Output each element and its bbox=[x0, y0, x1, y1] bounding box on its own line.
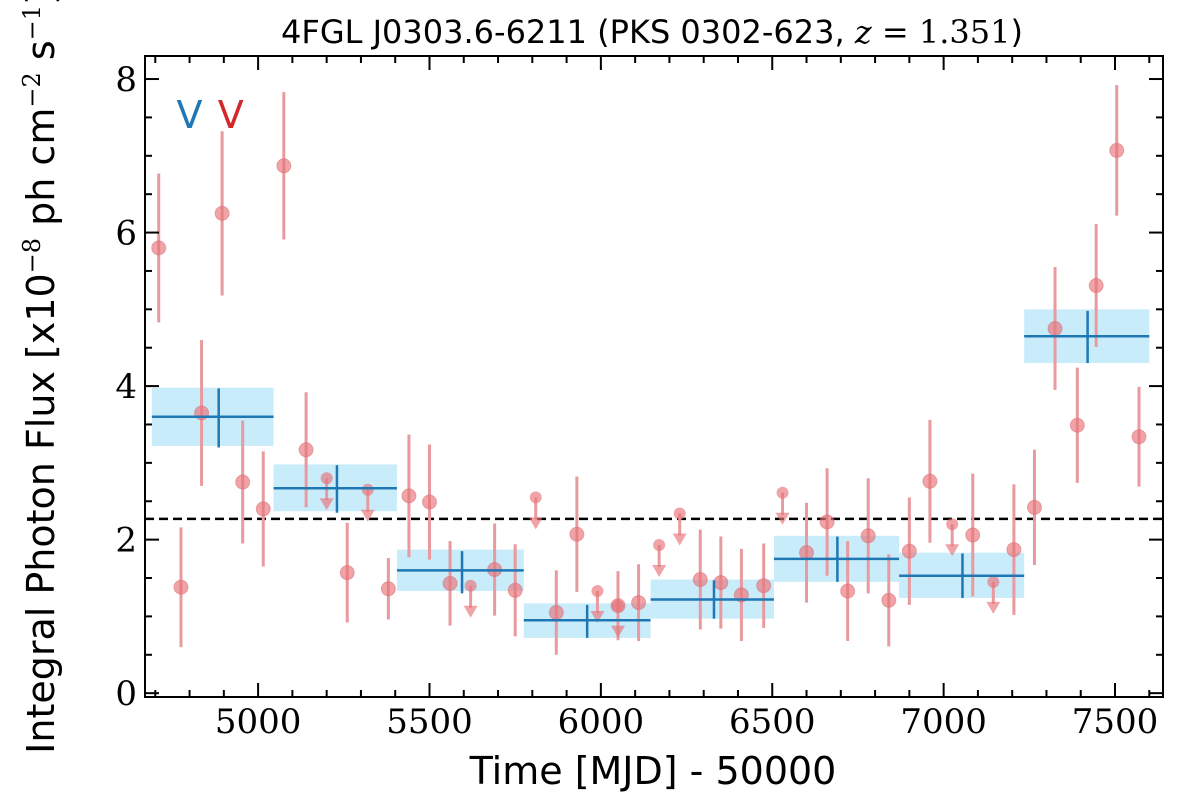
y-tick-label: 8 bbox=[115, 60, 137, 100]
monthly-point bbox=[380, 581, 396, 597]
monthly-point bbox=[1047, 321, 1063, 337]
x-tick-label: 7000 bbox=[900, 702, 987, 742]
upper-limit-point bbox=[591, 585, 604, 598]
monthly-point bbox=[756, 578, 772, 594]
monthly-point bbox=[1088, 278, 1104, 294]
monthly-point bbox=[713, 575, 729, 591]
monthly-point bbox=[881, 592, 897, 608]
upper-limit-point bbox=[987, 575, 1000, 588]
monthly-point bbox=[1109, 142, 1125, 158]
upper-limit-point bbox=[529, 491, 542, 504]
monthly-point bbox=[610, 598, 626, 614]
variability-marker-2: V bbox=[218, 93, 244, 137]
upper-limit-arrow bbox=[319, 498, 334, 511]
monthly-point bbox=[692, 572, 708, 588]
upper-limit-arrow bbox=[652, 565, 667, 578]
upper-limit-arrow bbox=[986, 601, 1001, 614]
upper-limit-arrow bbox=[528, 517, 543, 530]
upper-limit-point bbox=[946, 518, 959, 531]
upper-limit-arrow bbox=[945, 544, 960, 557]
monthly-point bbox=[276, 158, 292, 174]
x-axis-label: Time [MJD] - 50000 bbox=[469, 749, 837, 793]
upper-limit-point bbox=[320, 472, 333, 485]
monthly-point bbox=[965, 527, 981, 543]
upper-limit-arrow bbox=[672, 533, 687, 546]
monthly-point bbox=[1006, 542, 1022, 558]
upper-limit-point bbox=[653, 539, 666, 552]
monthly-point bbox=[840, 583, 856, 599]
x-tick-label: 5500 bbox=[386, 702, 473, 742]
monthly-point bbox=[151, 240, 167, 256]
monthly-point bbox=[255, 501, 271, 517]
y-tick-label: 4 bbox=[115, 367, 137, 407]
upper-limit-arrow bbox=[360, 509, 375, 522]
upper-limit-arrow bbox=[590, 611, 605, 624]
monthly-point bbox=[421, 494, 437, 510]
x-tick-label: 5000 bbox=[215, 702, 302, 742]
monthly-point bbox=[548, 605, 564, 621]
y-tick-label: 6 bbox=[115, 214, 137, 254]
x-tick-label: 6000 bbox=[558, 702, 645, 742]
monthly-point bbox=[298, 442, 314, 458]
monthly-point bbox=[442, 575, 458, 591]
monthly-point bbox=[214, 205, 230, 221]
monthly-point bbox=[631, 595, 647, 611]
monthly-point bbox=[235, 474, 251, 490]
monthly-point bbox=[569, 526, 585, 542]
x-tick-label: 7500 bbox=[1072, 702, 1159, 742]
chart-title: 4FGL J0303.6-6211 (PKS 0302-623, z = 1.3… bbox=[281, 13, 1023, 51]
upper-limit-point bbox=[776, 486, 789, 499]
monthly-point bbox=[339, 565, 355, 581]
monthly-point bbox=[860, 528, 876, 544]
monthly-point bbox=[1131, 429, 1147, 445]
monthly-point bbox=[1069, 417, 1085, 433]
upper-limit-arrow bbox=[611, 625, 626, 638]
variability-marker-1: V bbox=[177, 93, 203, 137]
monthly-point bbox=[922, 473, 938, 489]
y-axis-label: Integral Photon Flux [x10−8 ph cm−2 s−1] bbox=[18, 0, 63, 754]
monthly-point bbox=[507, 582, 523, 598]
upper-limit-point bbox=[464, 579, 477, 592]
monthly-point bbox=[1026, 499, 1042, 515]
monthly-point bbox=[173, 579, 189, 595]
upper-limit-arrow bbox=[775, 512, 790, 525]
plot-area: V V 5000 5500 6000 6500 7000 7500 0 2 4 6 8 bbox=[115, 55, 1164, 742]
x-tick-label: 6500 bbox=[729, 702, 816, 742]
upper-limit-point bbox=[673, 507, 686, 520]
upper-limit-point bbox=[361, 483, 374, 496]
monthly-point bbox=[901, 543, 917, 559]
monthly-point bbox=[819, 514, 835, 530]
y-tick-label: 0 bbox=[115, 674, 137, 714]
upper-limit-arrow bbox=[463, 605, 478, 618]
y-tick-label: 2 bbox=[115, 521, 137, 561]
monthly-point bbox=[401, 488, 417, 504]
axes-frame bbox=[144, 55, 1164, 698]
